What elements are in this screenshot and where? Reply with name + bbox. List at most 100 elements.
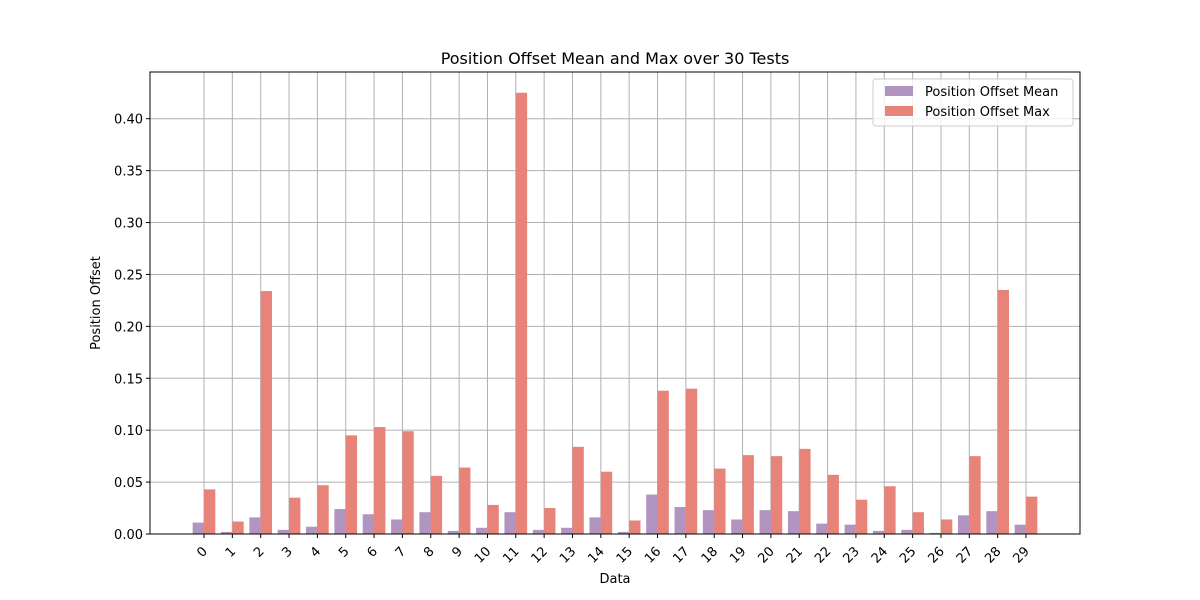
- bar-max: [685, 388, 698, 534]
- bar-max: [289, 497, 301, 534]
- x-tick-label: 4: [308, 544, 324, 560]
- bar-max: [402, 431, 414, 534]
- bar-max: [770, 456, 783, 534]
- bar-mean: [816, 523, 828, 534]
- x-tick-label: 27: [954, 544, 976, 566]
- x-tick-label: 2: [251, 544, 267, 560]
- bar-max: [487, 504, 499, 534]
- bar-max: [799, 448, 811, 534]
- bar-mean: [674, 507, 686, 534]
- x-tick-label: 20: [755, 544, 777, 566]
- y-tick-label: 0.10: [114, 424, 143, 439]
- bar-mean: [561, 527, 573, 534]
- bar-mean: [447, 530, 460, 534]
- x-tick-label: 13: [557, 544, 579, 566]
- y-tick-label: 0.35: [114, 165, 143, 180]
- legend-label-mean: Position Offset Mean: [925, 85, 1058, 100]
- bar-max: [855, 499, 868, 534]
- legend-swatch-mean: [885, 86, 913, 96]
- bar-max: [430, 475, 443, 534]
- bar-mean: [872, 530, 885, 534]
- legend-swatch-max: [885, 106, 913, 116]
- grid-lines: [150, 72, 1080, 535]
- x-tick-label: 14: [585, 544, 607, 566]
- x-tick-label: 18: [699, 544, 721, 566]
- x-tick-label: 5: [336, 544, 352, 560]
- bar-max: [317, 485, 329, 534]
- bar-mean: [362, 514, 375, 534]
- bar-mean: [986, 511, 998, 534]
- bar-max: [969, 456, 981, 534]
- bar-max: [742, 455, 754, 534]
- bar-mean: [901, 529, 913, 534]
- x-tick-label: 23: [840, 544, 862, 566]
- bar-mean: [787, 511, 800, 534]
- x-tick-label: 19: [727, 544, 749, 566]
- x-tick-label: 9: [449, 544, 465, 560]
- bar-mean: [504, 512, 516, 534]
- bar-mean: [844, 524, 856, 534]
- y-tick-label: 0.20: [114, 320, 143, 335]
- x-tick-label: 8: [421, 544, 437, 560]
- legend-label-max: Position Offset Max: [925, 105, 1050, 120]
- bar-max: [657, 390, 669, 534]
- x-tick-label: 17: [670, 544, 692, 566]
- bar-mean: [277, 529, 290, 534]
- bar-max: [827, 474, 839, 534]
- x-tick-label: 16: [642, 544, 664, 566]
- bar-mean: [646, 494, 658, 534]
- x-tick-label: 28: [982, 544, 1004, 566]
- bar-mean: [221, 531, 233, 534]
- bars: [192, 92, 1038, 535]
- bar-max: [260, 291, 273, 534]
- bar-mean: [334, 509, 346, 534]
- bar-max: [232, 521, 244, 534]
- bar-max: [997, 290, 1009, 534]
- bar-mean: [192, 522, 204, 534]
- bar-mean: [759, 510, 771, 534]
- legend-box: [872, 78, 1074, 127]
- bar-mean: [702, 510, 715, 534]
- legend: Position Offset Mean Position Offset Max: [872, 78, 1074, 127]
- bar-max: [1026, 496, 1038, 534]
- y-axis-label: Position Offset: [89, 256, 104, 350]
- y-tick-label: 0.05: [114, 476, 143, 491]
- bar-max: [912, 512, 924, 534]
- bar-mean: [532, 529, 545, 534]
- bar-max: [459, 467, 471, 534]
- y-tick-label: 0.30: [114, 217, 143, 232]
- x-tick-label: 0: [194, 544, 210, 560]
- chart-title: Position Offset Mean and Max over 30 Tes…: [441, 49, 790, 68]
- bar-mean: [731, 519, 743, 534]
- bar-max: [544, 508, 556, 534]
- y-tick-label: 0.15: [114, 372, 143, 387]
- bar-max: [572, 446, 584, 534]
- x-tick-label: 12: [529, 544, 551, 566]
- bar-mean: [391, 519, 403, 534]
- bar-mean: [1014, 524, 1026, 534]
- bar-mean: [589, 517, 601, 534]
- bar-max: [714, 468, 726, 534]
- bar-mean: [957, 515, 970, 534]
- bar-mean: [617, 531, 630, 534]
- x-tick-label: 22: [812, 544, 834, 566]
- y-tick-label: 0.00: [114, 528, 143, 543]
- bar-max: [884, 486, 896, 534]
- y-tick-label: 0.25: [114, 268, 143, 283]
- bar-max: [204, 489, 216, 534]
- x-tick-label: 26: [925, 544, 947, 566]
- x-tick-label: 10: [472, 544, 494, 566]
- x-axis-label: Data: [599, 572, 630, 587]
- x-tick-label: 25: [897, 544, 919, 566]
- y-axis-ticks: 0.00 0.05 0.10 0.15 0.20 0.25 0.30 0.35 0.40: [114, 113, 150, 543]
- bar-max: [345, 435, 358, 534]
- x-tick-label: 7: [393, 544, 409, 560]
- x-tick-label: 15: [614, 544, 636, 566]
- bar-max: [940, 519, 953, 534]
- y-tick-label: 0.40: [114, 113, 143, 128]
- x-tick-label: 6: [364, 544, 380, 560]
- bar-max: [600, 471, 613, 534]
- plot-frame: [149, 71, 1081, 535]
- x-tick-label: 3: [279, 544, 295, 560]
